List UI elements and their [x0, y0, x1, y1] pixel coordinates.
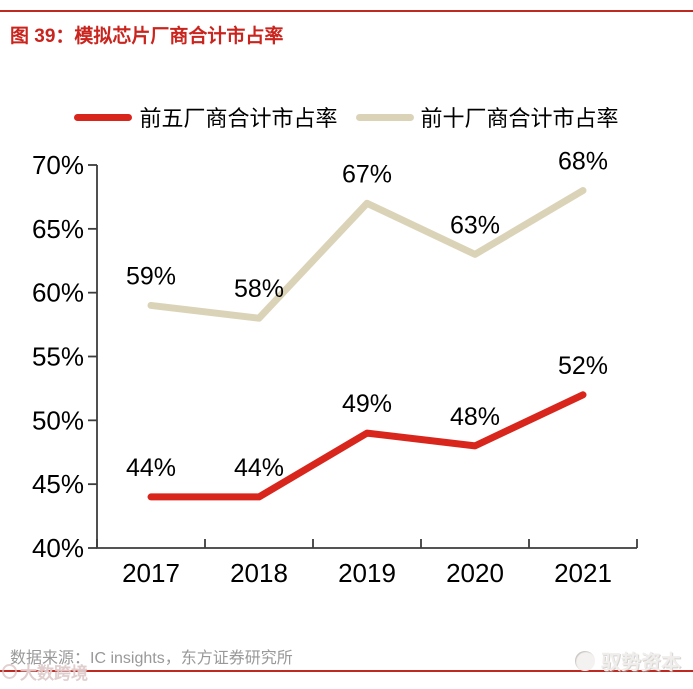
top-divider-rule [0, 10, 693, 12]
svg-text:45%: 45% [32, 469, 84, 499]
svg-text:58%: 58% [234, 275, 284, 303]
svg-text:63%: 63% [450, 211, 500, 239]
svg-text:70%: 70% [32, 150, 84, 180]
svg-text:60%: 60% [32, 278, 84, 308]
legend-item-top10: 前十厂商合计市占率 [355, 101, 619, 133]
legend-label-top5: 前五厂商合计市占率 [139, 106, 338, 131]
svg-text:48%: 48% [450, 403, 500, 431]
watermark-left-logo-icon [2, 664, 17, 679]
svg-text:2019: 2019 [338, 558, 396, 588]
watermark-right-text: 驭势资本 [601, 652, 681, 674]
figure-title: 图 39：模拟芯片厂商合计市占率 [10, 26, 284, 47]
chart-legend: 前五厂商合计市占率 前十厂商合计市占率 [0, 102, 693, 132]
watermark-left-text: 大数跨境 [20, 664, 88, 683]
watermark-right: 驭势资本 [575, 646, 681, 675]
svg-text:44%: 44% [234, 454, 284, 482]
svg-text:67%: 67% [342, 160, 392, 188]
legend-swatch-top5 [74, 113, 133, 121]
legend-item-top5: 前五厂商合计市占率 [74, 101, 338, 133]
svg-text:55%: 55% [32, 342, 84, 372]
line-chart: 40% 45% 50% 55% 60% 65% 70% 2017 2018 2019 2020 202… [0, 140, 693, 610]
svg-text:2020: 2020 [446, 558, 504, 588]
svg-text:50%: 50% [32, 405, 84, 435]
svg-text:2017: 2017 [122, 558, 180, 588]
legend-label-top10: 前十厂商合计市占率 [420, 106, 619, 131]
svg-text:40%: 40% [32, 533, 84, 563]
watermark-right-logo-icon [575, 650, 595, 671]
bottom-divider-rule [0, 670, 693, 672]
legend-swatch-top10 [355, 113, 414, 121]
svg-text:68%: 68% [558, 148, 608, 176]
svg-text:52%: 52% [558, 352, 608, 380]
svg-text:44%: 44% [126, 454, 176, 482]
line-chart-svg: 40% 45% 50% 55% 60% 65% 70% 2017 2018 2019 2020 202… [32, 148, 638, 588]
svg-text:2018: 2018 [230, 558, 288, 588]
svg-text:65%: 65% [32, 214, 84, 244]
svg-text:2021: 2021 [554, 558, 612, 588]
svg-text:49%: 49% [342, 390, 392, 418]
svg-text:59%: 59% [126, 262, 176, 290]
data-source: 数据来源：IC insights，东方证券研究所 [10, 650, 293, 667]
watermark-left: 大数跨境 [2, 659, 88, 684]
